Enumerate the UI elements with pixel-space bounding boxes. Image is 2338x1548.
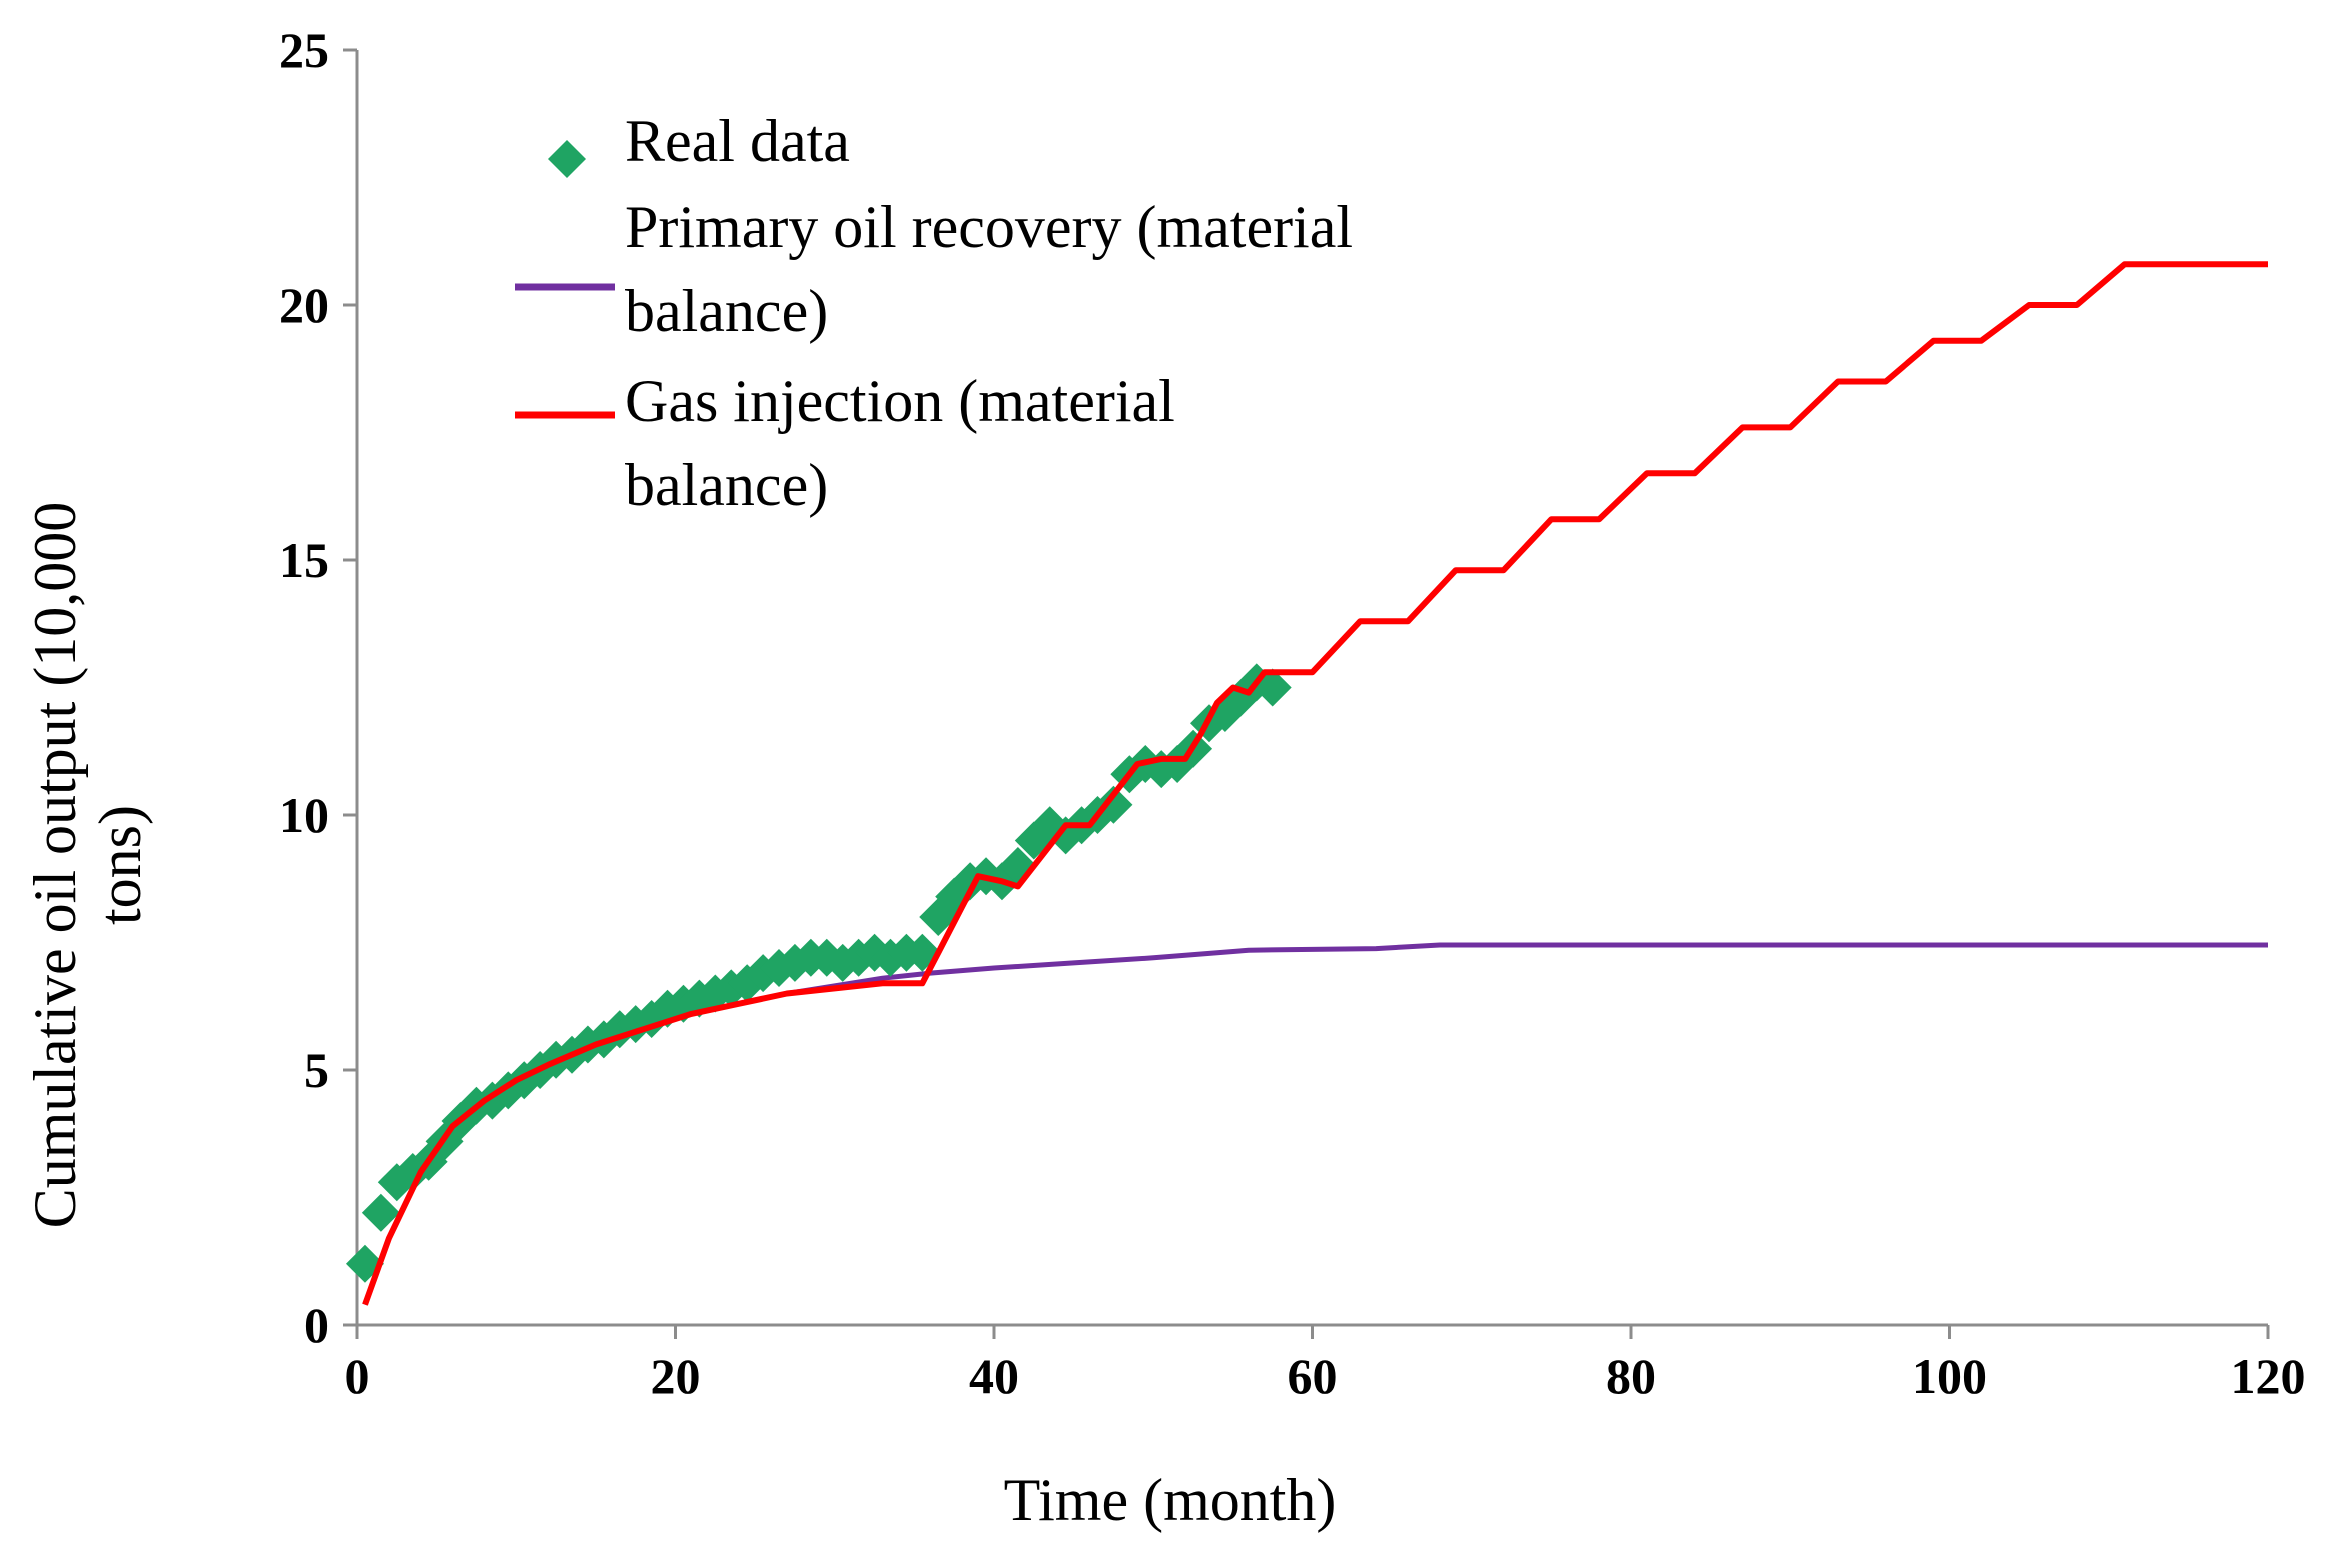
- y-tick-label: 5: [304, 1042, 329, 1098]
- x-tick-label: 0: [345, 1348, 370, 1404]
- x-tick-label: 120: [2231, 1348, 2306, 1404]
- x-axis-title: Time (month): [1004, 1467, 1337, 1533]
- plot-area: [345, 261, 2268, 1306]
- y-tick-label: 20: [279, 277, 329, 333]
- legend-marker-real-data: [548, 140, 586, 178]
- series-real-data: [345, 663, 1292, 1283]
- x-tick-label: 60: [1288, 1348, 1338, 1404]
- x-tick-label: 40: [969, 1348, 1019, 1404]
- legend-label-primary-line-2: balance): [625, 278, 828, 344]
- y-tick-label: 0: [304, 1297, 329, 1353]
- legend-label-primary-line-1: Primary oil recovery (material: [625, 194, 1353, 260]
- legend-label-gas-line-2: balance): [625, 452, 828, 518]
- series-line-primary-oil-recovery: [362, 942, 2268, 1306]
- legend-entry-real-data: Real data: [548, 108, 850, 178]
- legend: Real data Primary oil recovery (material…: [515, 108, 1353, 518]
- legend-label-gas-line-1: Gas injection (material: [625, 368, 1175, 434]
- real-data-point: [1094, 785, 1133, 824]
- legend-label-real-data: Real data: [625, 108, 850, 174]
- tick-labels: 0 5 10 15 20 25 0 20 40 60 80 100 120: [279, 22, 2306, 1404]
- y-axis-title: Cumulative oil output (10,000 tons): [22, 502, 153, 1229]
- y-tick-label: 25: [279, 22, 329, 78]
- series-line-gas-injection: [362, 261, 2268, 1306]
- x-tick-label: 20: [651, 1348, 701, 1404]
- y-axis-title-line-1: Cumulative oil output (10,000: [22, 502, 88, 1229]
- axes: [343, 48, 2270, 1339]
- legend-entry-gas-injection: Gas injection (material balance): [515, 368, 1175, 518]
- y-tick-label: 10: [279, 787, 329, 843]
- real-data-point: [361, 1193, 400, 1232]
- x-tick-label: 100: [1912, 1348, 1987, 1404]
- y-axis-title-line-2: tons): [87, 805, 153, 925]
- legend-entry-primary: Primary oil recovery (material balance): [515, 194, 1353, 344]
- x-tick-label: 80: [1606, 1348, 1656, 1404]
- y-tick-label: 15: [279, 532, 329, 588]
